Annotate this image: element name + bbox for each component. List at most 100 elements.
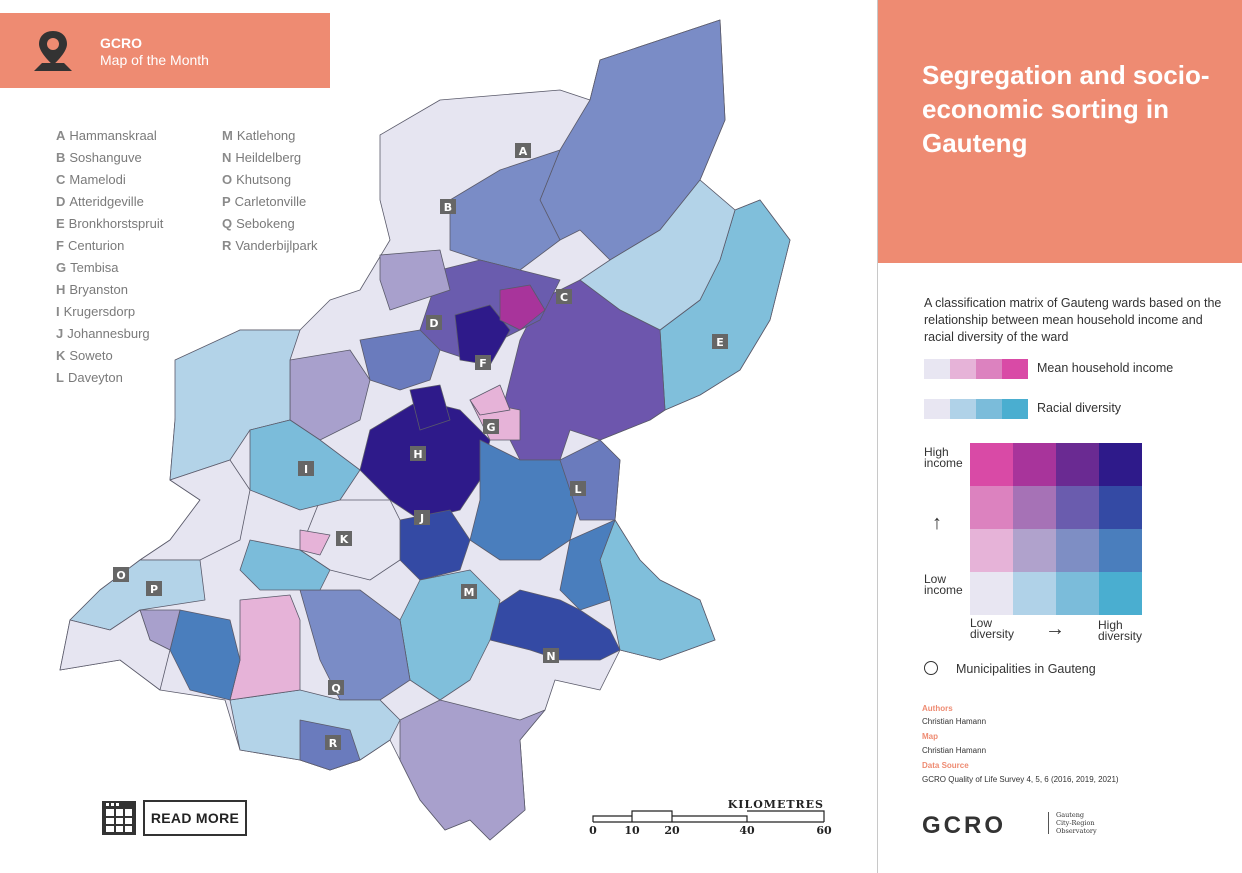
- grid-document-icon[interactable]: [101, 800, 137, 836]
- scale-tick: 0: [589, 824, 597, 837]
- place-legend-item: F Centurion: [56, 238, 125, 253]
- header-subtitle: Map of the Month: [100, 52, 209, 68]
- title-banner: Segregation and socio-economic sorting i…: [878, 0, 1242, 263]
- scale-tick: 40: [739, 824, 755, 837]
- map-region: [469, 439, 581, 561]
- low-income-label: Low income: [924, 572, 963, 597]
- income-swatches: [924, 359, 1028, 379]
- up-arrow-icon: ↑: [932, 512, 942, 534]
- place-marker-n[interactable]: N: [543, 648, 559, 663]
- place-marker-j[interactable]: J: [414, 510, 430, 525]
- high-diversity-label: High diversity: [1098, 618, 1143, 643]
- matrix-cell: [1013, 486, 1056, 529]
- map-region: [499, 279, 666, 461]
- place-marker-h[interactable]: H: [410, 446, 426, 461]
- place-marker-f[interactable]: F: [475, 355, 491, 370]
- place-legend-item: K Soweto: [56, 348, 113, 363]
- place-marker-k[interactable]: K: [336, 531, 352, 546]
- svg-text:M: M: [464, 586, 475, 599]
- svg-text:O: O: [116, 569, 125, 582]
- place-legend-item: C Mamelodi: [56, 172, 126, 187]
- place-marker-a[interactable]: A: [515, 143, 531, 158]
- svg-text:D: D: [429, 317, 438, 330]
- gauteng-ward-map[interactable]: A B C D E F G H I J K L M N O P Q R: [0, 0, 877, 873]
- diversity-swatches: [924, 399, 1028, 419]
- map-region: [499, 284, 546, 331]
- place-legend-item: P Carletonville: [222, 194, 307, 209]
- place-legend-item: B Soshanguve: [56, 150, 142, 165]
- low-diversity-label: Low diversity: [970, 616, 1015, 641]
- place-marker-d[interactable]: D: [426, 315, 442, 330]
- source-heading: Data Source: [922, 761, 969, 770]
- map-region: [454, 304, 511, 366]
- municipalities-label: Municipalities in Gauteng: [956, 662, 1096, 676]
- place-marker-o[interactable]: O: [113, 567, 129, 582]
- place-marker-r[interactable]: R: [325, 735, 341, 750]
- matrix-cell: [1056, 572, 1099, 615]
- place-legend-col2: M Katlehong N Heildelberg O Khutsong P Carle…: [222, 127, 318, 259]
- authors-value: Christian Hamann: [922, 717, 987, 726]
- scale-title: KILOMETRES: [727, 798, 824, 811]
- map-region: [59, 609, 171, 691]
- place-marker-i[interactable]: I: [298, 461, 314, 476]
- place-legend-item: D Atteridgeville: [56, 194, 144, 209]
- income-swatch: [950, 359, 976, 379]
- svg-text:K: K: [340, 533, 349, 546]
- place-markers: A B C D E F G H I J K L M N O P Q R: [113, 143, 728, 750]
- matrix-cell: [1056, 443, 1099, 486]
- svg-text:R: R: [329, 737, 338, 750]
- matrix-cell: [1013, 529, 1056, 572]
- matrix-cell: [1013, 443, 1056, 486]
- svg-text:I: I: [304, 463, 308, 476]
- svg-text:F: F: [479, 357, 487, 370]
- matrix-cell: [1099, 443, 1142, 486]
- right-arrow-icon: →: [1045, 618, 1065, 640]
- svg-text:N: N: [546, 650, 555, 663]
- matrix-cell: [1013, 572, 1056, 615]
- map-region: [379, 249, 451, 311]
- place-marker-g[interactable]: G: [483, 419, 499, 434]
- svg-text:Q: Q: [331, 682, 340, 695]
- svg-text:J: J: [419, 512, 424, 525]
- gcro-full-name: Gauteng City-Region Observatory: [1056, 811, 1097, 835]
- place-legend-item: O Khutsong: [222, 172, 292, 187]
- place-marker-p[interactable]: P: [146, 581, 162, 596]
- map-region: [359, 329, 441, 391]
- matrix-cell: [970, 443, 1013, 486]
- classification-matrix: [970, 443, 1142, 615]
- map-region: [399, 699, 546, 841]
- matrix-cell: [1099, 529, 1142, 572]
- place-marker-b[interactable]: B: [440, 199, 456, 214]
- header-banner: GCRO Map of the Month: [0, 13, 330, 88]
- svg-text:A: A: [519, 145, 528, 158]
- place-legend-item: L Daveyton: [56, 370, 123, 385]
- map-region: [299, 529, 331, 556]
- diversity-swatch: [950, 399, 976, 419]
- income-legend-label: Mean household income: [1037, 361, 1174, 375]
- place-legend-item: H Bryanston: [56, 282, 128, 297]
- place-legend-item: R Vanderbijlpark: [222, 238, 318, 253]
- panel-divider: [877, 0, 878, 873]
- svg-text:L: L: [574, 483, 581, 496]
- diversity-swatch: [976, 399, 1002, 419]
- map-region: [229, 594, 301, 701]
- scale-tick: 20: [664, 824, 680, 837]
- place-legend-item: N Heildelberg: [222, 150, 302, 165]
- income-swatch: [976, 359, 1002, 379]
- map-region: [409, 384, 451, 431]
- svg-text:C: C: [560, 291, 568, 304]
- diversity-legend-label: Racial diversity: [1037, 401, 1122, 415]
- matrix-cell: [1099, 572, 1142, 615]
- place-marker-c[interactable]: C: [556, 289, 572, 304]
- map-region: [299, 589, 411, 701]
- map-heading: Map: [922, 732, 938, 741]
- place-marker-m[interactable]: M: [461, 584, 477, 599]
- scale-bar: KILOMETRES 0 10 20 40 60: [589, 798, 831, 838]
- place-marker-l[interactable]: L: [570, 481, 586, 496]
- svg-text:E: E: [716, 336, 724, 349]
- map-region: [469, 384, 511, 416]
- place-marker-q[interactable]: Q: [328, 680, 344, 695]
- read-more-button[interactable]: READ MORE: [143, 800, 247, 836]
- matrix-cell: [970, 572, 1013, 615]
- place-marker-e[interactable]: E: [712, 334, 728, 349]
